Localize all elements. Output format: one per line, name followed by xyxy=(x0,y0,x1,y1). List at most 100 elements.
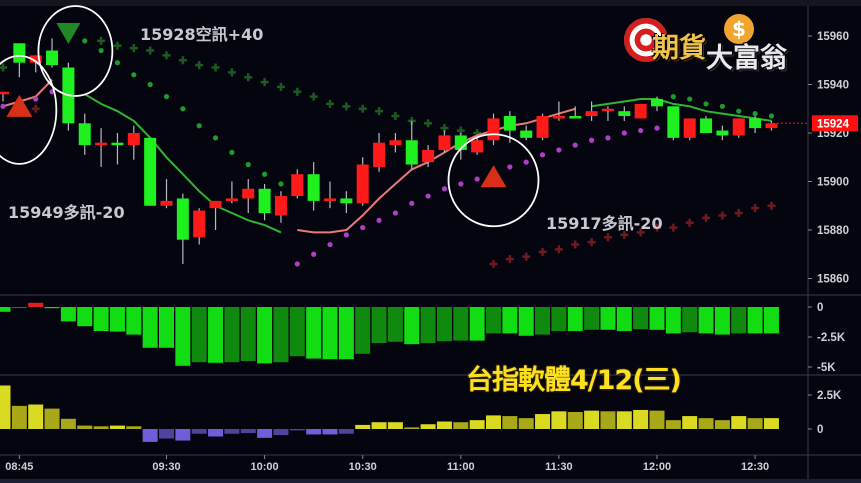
cross-marker xyxy=(244,73,253,82)
candle-body xyxy=(667,106,680,138)
cross-marker xyxy=(424,119,433,128)
long-signal-triangle-icon xyxy=(480,165,507,188)
time-tick-label: 11:00 xyxy=(447,461,475,473)
histogram-1-bar xyxy=(698,307,714,334)
candle-body xyxy=(95,142,108,146)
sar-dot xyxy=(343,232,349,238)
last-price-value: 15924 xyxy=(817,118,850,130)
histogram-2-bar xyxy=(633,409,649,429)
candle-body xyxy=(601,108,614,112)
candle-body xyxy=(503,116,516,131)
histogram-1-bar xyxy=(731,307,747,334)
cross-marker xyxy=(113,41,122,50)
sar-dot xyxy=(294,261,300,267)
histogram-2-bar xyxy=(420,424,436,429)
cross-marker xyxy=(489,259,498,268)
candle-body xyxy=(683,118,696,138)
sar-dot xyxy=(327,241,333,248)
cross-marker xyxy=(276,82,285,91)
candle-body xyxy=(438,135,451,150)
histogram-1-bar xyxy=(109,307,125,332)
candle-body xyxy=(209,200,222,209)
histogram-2-bar xyxy=(682,416,698,429)
histogram-2-bar xyxy=(191,429,207,434)
sar-dot xyxy=(360,224,366,231)
sar-dot xyxy=(736,108,742,114)
sar-dot xyxy=(196,123,202,129)
candle-body xyxy=(193,210,206,238)
hist1-tick-label: -2.5K xyxy=(817,332,846,344)
histogram-1-bar xyxy=(208,307,224,363)
cross-marker xyxy=(375,107,384,116)
histogram-1-bar xyxy=(240,307,256,361)
histogram-1-bar xyxy=(387,307,403,342)
cross-marker xyxy=(178,56,187,65)
candle-body xyxy=(651,99,663,107)
hist2-tick-label: 0 xyxy=(817,424,823,436)
candle-body xyxy=(291,174,304,197)
sar-dot xyxy=(311,251,317,257)
cross-marker xyxy=(505,255,514,264)
candle-body xyxy=(111,142,124,146)
cross-marker xyxy=(129,44,138,53)
sar-dot xyxy=(523,159,529,165)
sar-dot xyxy=(114,60,121,66)
candle-body xyxy=(618,111,631,117)
logo-text-line1: 期貨 xyxy=(652,33,706,64)
signal-label: 15949多訊-20 xyxy=(8,203,125,222)
candle-body xyxy=(324,198,336,201)
sar-dot xyxy=(82,38,88,44)
hist1-tick-label: 0 xyxy=(817,302,823,314)
candle-body xyxy=(749,118,762,129)
histogram-2-bar xyxy=(11,405,27,429)
time-tick-label: 12:30 xyxy=(741,461,769,473)
hist2-tick-label: 2.5K xyxy=(817,390,842,402)
candle-body xyxy=(552,116,565,119)
histogram-2-bar xyxy=(518,418,534,429)
signal-highlight-circle xyxy=(0,55,58,165)
candle-body xyxy=(242,188,255,199)
histogram-2-bar xyxy=(436,421,452,429)
histogram-2-bar xyxy=(289,429,305,431)
signal-label: 15928空訊+40 xyxy=(140,25,263,44)
cross-marker xyxy=(522,252,531,261)
sar-dot xyxy=(605,135,611,141)
sar-dot xyxy=(0,103,6,109)
cross-marker xyxy=(391,112,400,121)
sar-dot xyxy=(163,94,170,100)
histogram-2-bar xyxy=(453,422,469,429)
cross-marker xyxy=(309,92,318,101)
cross-marker xyxy=(31,104,40,113)
cross-marker xyxy=(227,68,236,77)
signal-highlight-circle xyxy=(447,133,540,228)
candle-body xyxy=(46,50,59,66)
histogram-1-bar xyxy=(469,307,485,341)
price-tick-label: 15940 xyxy=(817,80,849,92)
candle-body xyxy=(700,118,713,133)
histogram-2-bar xyxy=(273,429,289,436)
sar-dot xyxy=(392,210,398,216)
histogram-1-bar xyxy=(567,307,583,331)
time-tick-label: 11:30 xyxy=(545,461,573,473)
sar-dot xyxy=(719,103,726,109)
cross-marker xyxy=(538,247,547,256)
histogram-2-bar xyxy=(535,414,551,429)
cross-marker xyxy=(718,211,727,220)
candle-body xyxy=(585,111,598,117)
histogram-1-bar xyxy=(747,307,763,334)
sar-dot xyxy=(687,96,693,102)
sar-dot xyxy=(180,106,186,112)
histogram-1-bar xyxy=(633,307,649,330)
histogram-1-bar xyxy=(371,307,387,343)
sar-dot xyxy=(376,217,382,223)
candle-body xyxy=(258,188,271,214)
candle-body xyxy=(569,116,582,119)
long-signal-triangle-icon xyxy=(6,94,33,117)
candle-body xyxy=(78,123,91,146)
candle-body xyxy=(422,149,435,163)
histogram-2-bar xyxy=(584,410,600,429)
candle-body xyxy=(356,164,369,204)
histogram-2-bar xyxy=(93,426,109,429)
candle-body xyxy=(340,198,353,204)
